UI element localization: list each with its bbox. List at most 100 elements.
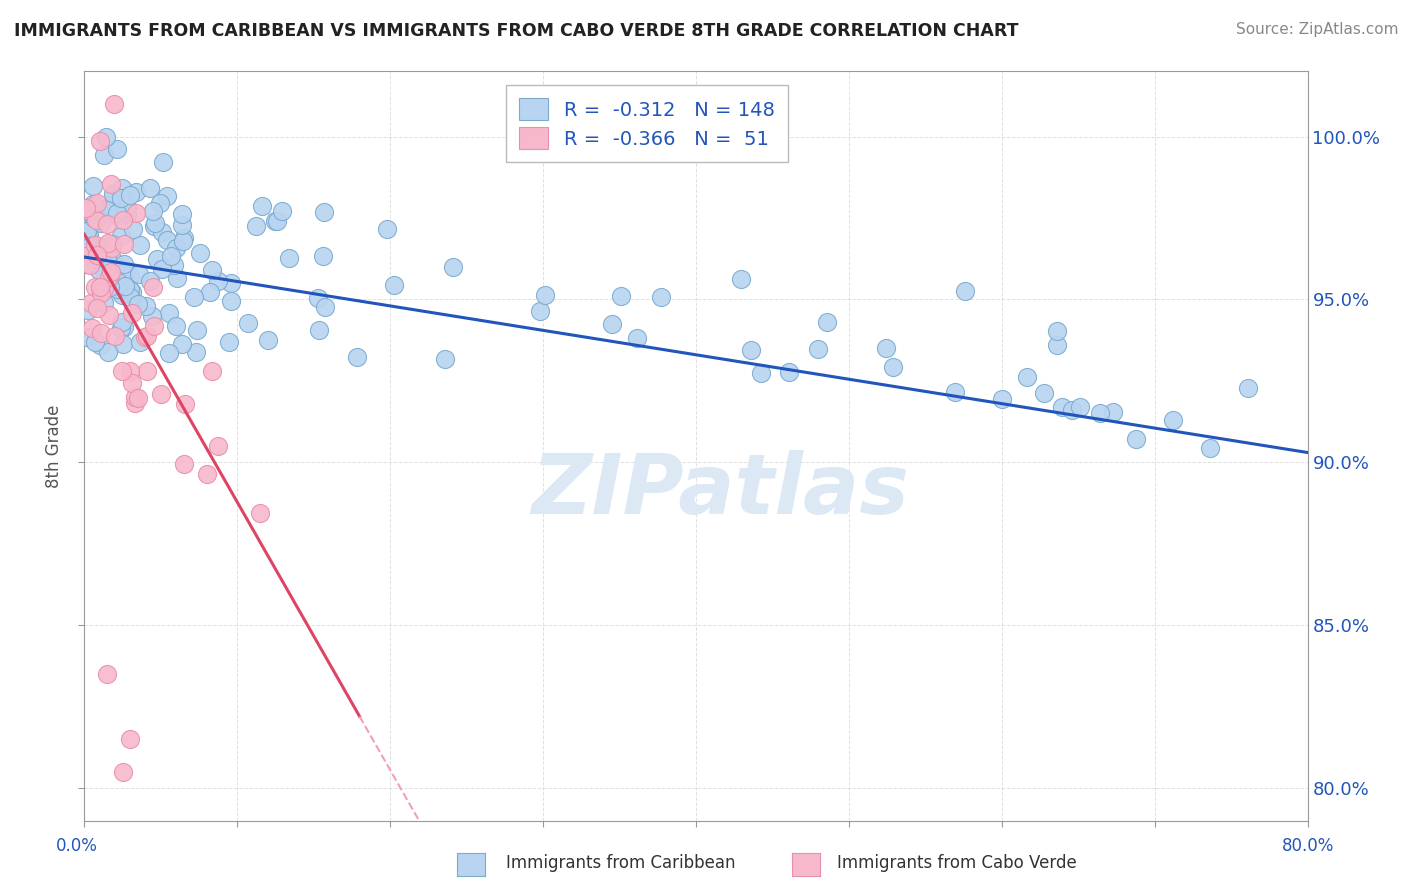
Point [152,155,174,169]
Point [150,225,173,239]
Point [96,251,118,265]
Point [136,329,159,343]
Point [112,336,135,351]
Point [96,202,118,217]
Point [166,271,188,285]
Point [312,249,335,263]
Point [90,326,112,341]
Point [112,257,135,271]
Point [86,195,108,210]
Point [134,330,156,344]
Point [201,263,224,277]
Point [149,387,172,401]
Text: IMMIGRANTS FROM CARIBBEAN VS IMMIGRANTS FROM CABO VERDE 8TH GRADE CORRELATION CH: IMMIGRANTS FROM CARIBBEAN VS IMMIGRANTS … [14,22,1018,40]
Point [93,296,115,310]
Point [105,142,128,156]
Point [100,198,122,212]
Point [103,96,125,111]
Point [1102,405,1125,419]
Point [749,366,772,380]
Point [626,331,648,345]
Point [97,309,120,323]
Point [174,397,197,411]
Point [143,318,166,333]
Point [172,234,194,248]
Point [82,209,104,223]
Point [115,200,138,214]
Point [142,280,165,294]
Point [80,321,103,335]
Point [198,285,221,299]
Point [96,667,118,681]
Point [124,396,146,410]
Point [815,315,838,329]
Point [882,359,904,374]
Point [87,250,110,264]
Point [163,258,186,272]
Point [188,246,211,260]
Point [307,292,329,306]
Point [778,365,800,379]
Point [83,211,105,225]
Text: 0.0%: 0.0% [56,837,97,855]
Point [93,147,115,161]
Point [110,228,132,243]
Point [76,303,98,318]
Point [93,241,115,255]
Point [375,222,398,236]
Point [86,301,108,316]
Point [107,209,129,223]
Point [129,238,152,252]
Point [121,376,143,391]
Point [127,391,149,405]
Point [139,181,162,195]
Point [218,334,240,349]
Point [170,219,193,233]
Point [266,214,288,228]
Point [77,219,100,234]
Point [142,219,165,234]
Text: Source: ZipAtlas.com: Source: ZipAtlas.com [1236,22,1399,37]
Point [90,286,112,301]
Point [236,316,259,330]
Point [86,211,108,225]
Y-axis label: 8th Grade: 8th Grade [45,404,63,488]
Point [100,265,122,279]
Point [118,268,141,283]
Point [384,278,406,293]
Point [943,384,966,399]
Point [173,457,195,471]
Point [219,294,242,309]
Point [97,344,120,359]
Point [125,185,148,199]
Point [110,320,132,334]
Point [1046,338,1069,352]
Point [112,212,135,227]
Point [136,363,159,377]
Point [955,284,977,298]
Point [90,216,112,230]
Point [135,300,157,314]
Point [170,207,193,221]
Point [184,345,207,359]
Point [98,280,121,294]
Point [84,213,107,227]
Point [250,198,273,212]
Point [609,288,631,302]
Point [77,227,100,242]
Point [75,201,97,215]
Point [156,189,179,203]
Point [166,318,188,333]
Point [534,287,557,301]
Point [83,280,105,294]
Point [114,279,136,293]
Point [1088,406,1111,420]
Point [82,197,104,211]
Point [122,222,145,236]
Point [111,288,134,302]
Point [128,268,150,282]
Point [114,283,136,297]
Point [650,290,672,304]
Point [107,276,129,290]
Point [1125,433,1147,447]
